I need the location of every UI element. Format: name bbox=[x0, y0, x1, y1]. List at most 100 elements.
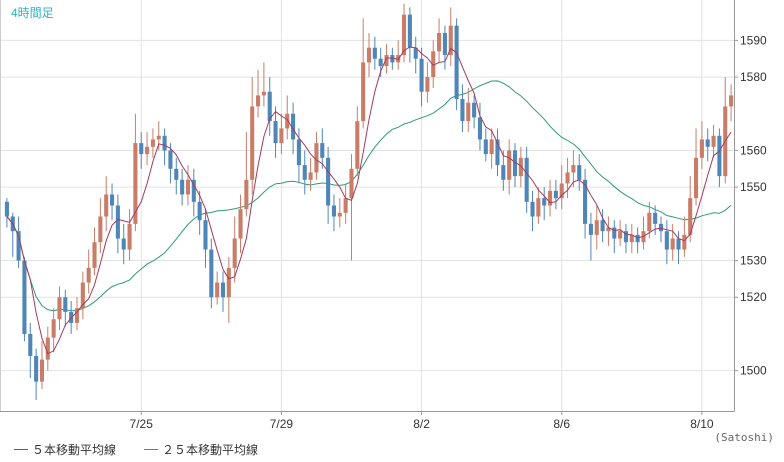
candle-body bbox=[653, 212, 658, 224]
candle-body bbox=[588, 223, 593, 235]
candle bbox=[693, 128, 699, 206]
candle-body bbox=[618, 231, 623, 239]
candle-body bbox=[571, 165, 576, 173]
candle bbox=[63, 289, 68, 327]
candle-body bbox=[45, 337, 50, 360]
candle-body bbox=[63, 297, 68, 312]
candle-body bbox=[191, 179, 196, 202]
candle bbox=[676, 231, 681, 265]
candle bbox=[507, 139, 512, 195]
candle bbox=[80, 271, 85, 320]
candle-body bbox=[98, 216, 103, 243]
candle-body bbox=[384, 55, 389, 67]
candle bbox=[577, 154, 582, 191]
y-tick-label: 1530 bbox=[740, 254, 767, 268]
candle-body bbox=[150, 139, 155, 147]
candle bbox=[547, 179, 553, 217]
credit-label: (Satoshi) bbox=[714, 431, 774, 444]
candle-body bbox=[109, 194, 115, 206]
candle-body bbox=[448, 25, 453, 56]
candle-body bbox=[215, 282, 220, 298]
candle-body bbox=[378, 58, 383, 67]
candle-body bbox=[699, 139, 704, 158]
candle-body bbox=[302, 165, 307, 180]
candle-body bbox=[250, 106, 255, 180]
candle-body bbox=[372, 47, 377, 59]
candle bbox=[629, 223, 634, 254]
candle-body bbox=[658, 223, 664, 232]
candle bbox=[104, 176, 109, 232]
candle-body bbox=[472, 102, 477, 118]
y-tick-label: 1520 bbox=[740, 290, 767, 304]
candle bbox=[4, 198, 9, 228]
candle-body bbox=[530, 201, 535, 217]
candle-body bbox=[682, 234, 687, 250]
candle bbox=[185, 165, 191, 206]
x-tick-label: 8/10 bbox=[690, 417, 714, 431]
candle bbox=[483, 128, 488, 162]
candle bbox=[331, 194, 337, 232]
candle bbox=[250, 77, 255, 195]
candle bbox=[302, 150, 307, 195]
candle bbox=[139, 132, 144, 169]
candle-body bbox=[86, 267, 91, 283]
candle-body bbox=[185, 179, 191, 195]
candle bbox=[401, 3, 407, 63]
candle bbox=[168, 143, 173, 184]
candle bbox=[407, 7, 412, 63]
ma5-line bbox=[6, 46, 732, 355]
candle bbox=[121, 223, 126, 265]
candle bbox=[98, 198, 103, 254]
candle bbox=[699, 121, 704, 169]
candle-body bbox=[583, 179, 588, 224]
candle bbox=[489, 128, 494, 169]
candle bbox=[717, 128, 722, 188]
candle-body bbox=[180, 179, 185, 195]
candle-body bbox=[296, 139, 301, 166]
candle-body bbox=[279, 128, 284, 144]
x-tick-label: 7/29 bbox=[270, 417, 294, 431]
candle bbox=[349, 154, 354, 261]
candle bbox=[39, 341, 45, 389]
legend: ５本移動平均線 ２５本移動平均線 bbox=[14, 441, 258, 458]
candle bbox=[466, 88, 471, 133]
candle-body bbox=[314, 143, 319, 173]
candle bbox=[127, 209, 132, 261]
candle bbox=[57, 286, 62, 331]
candle bbox=[320, 128, 325, 169]
candle bbox=[355, 106, 360, 177]
legend-swatch bbox=[144, 449, 159, 450]
candle-body bbox=[565, 172, 570, 184]
candle-body bbox=[717, 135, 722, 177]
candle-body bbox=[232, 238, 237, 268]
candle-body bbox=[174, 168, 179, 180]
candle bbox=[425, 62, 430, 103]
candle-body bbox=[437, 33, 442, 52]
candle bbox=[244, 132, 249, 217]
candle-body bbox=[547, 190, 553, 206]
candle bbox=[559, 165, 564, 210]
candle-body bbox=[127, 223, 132, 250]
candle bbox=[115, 194, 120, 254]
candle bbox=[314, 132, 319, 180]
candle bbox=[653, 205, 658, 235]
candle-body bbox=[431, 51, 436, 78]
candle-body bbox=[139, 143, 144, 155]
candle bbox=[501, 150, 506, 191]
candle bbox=[191, 168, 196, 217]
candle bbox=[197, 190, 202, 235]
candle bbox=[454, 18, 459, 111]
candle-body bbox=[536, 198, 541, 217]
candle bbox=[612, 220, 617, 254]
candle bbox=[86, 249, 91, 294]
candle-body bbox=[366, 47, 372, 63]
candle bbox=[530, 190, 535, 232]
candle bbox=[10, 212, 15, 257]
candle-body bbox=[51, 319, 56, 338]
candle-body bbox=[28, 333, 33, 356]
candle-body bbox=[115, 205, 120, 239]
candle bbox=[618, 220, 623, 246]
candle-body bbox=[401, 14, 407, 56]
